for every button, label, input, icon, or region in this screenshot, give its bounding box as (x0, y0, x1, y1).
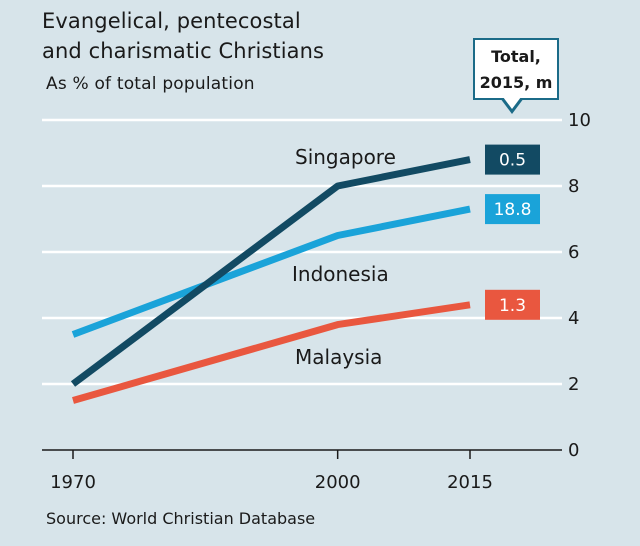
chart-title: Evangelical, pentecostal and charismatic… (42, 6, 324, 66)
value-box-indonesia (485, 194, 540, 225)
value-box-malaysia (485, 289, 540, 320)
totals-callout: Total, 2015, m (473, 38, 559, 100)
callout-line-2: 2015, m (479, 73, 553, 92)
callout-line-1: Total, (491, 47, 541, 66)
chart-subtitle: As % of total population (46, 74, 255, 94)
source-note: Source: World Christian Database (46, 509, 316, 528)
series-label-malaysia: Malaysia (295, 345, 382, 369)
value-box-singapore (485, 144, 540, 175)
y-tick-label-8: 8 (568, 176, 579, 197)
series-line-malaysia (72, 301, 471, 404)
x-tick-label-2000: 2000 (315, 472, 361, 493)
y-tick-label-4: 4 (568, 308, 579, 329)
series-label-indonesia: Indonesia (292, 262, 389, 286)
series-labels: Singapore Indonesia Malaysia (292, 145, 396, 369)
callout-tail-inner (503, 97, 521, 109)
chart-title-line-2: and charismatic Christians (42, 39, 325, 63)
x-tick-label-2015: 2015 (447, 472, 493, 493)
value-box-label-indonesia: 18.8 (494, 200, 532, 220)
chart-title-line-1: Evangelical, pentecostal (42, 9, 301, 33)
y-tick-label-0: 0 (568, 440, 579, 461)
y-tick-label-6: 6 (568, 242, 579, 263)
series-label-singapore: Singapore (295, 145, 396, 169)
series-line-singapore (70, 156, 471, 387)
value-boxes: 0.5 18.8 1.3 (485, 144, 540, 320)
grid (42, 118, 562, 451)
series-lines (70, 156, 471, 404)
y-tick-label-10: 10 (568, 110, 591, 131)
value-box-label-singapore: 0.5 (499, 151, 526, 171)
series-line-indonesia (71, 205, 471, 338)
x-tick-label-1970: 1970 (50, 472, 96, 493)
value-box-label-malaysia: 1.3 (499, 296, 526, 316)
x-axis-ticks: 1970 2000 2015 (50, 450, 493, 493)
y-axis-ticks: 0 2 4 6 8 10 (568, 110, 591, 461)
y-tick-label-2: 2 (568, 374, 579, 395)
